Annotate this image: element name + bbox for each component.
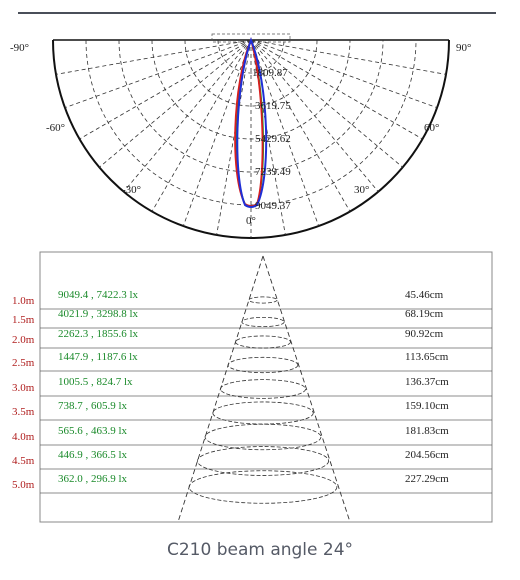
polar-radial xyxy=(250,39,351,212)
caption: C210 beam angle 24° xyxy=(166,540,354,560)
polar-radial xyxy=(182,39,252,227)
lux-label: 1447.9 , 1187.6 lx xyxy=(58,351,138,363)
beam-rows: 1.0m 9049.4 , 7422.3 lx 45.46cm 1.5m 4021.9 … xyxy=(12,289,492,494)
beam-frame xyxy=(39,251,493,523)
angle-label-minus90: -90° xyxy=(10,42,29,54)
beam-ellipse xyxy=(220,379,306,399)
polar-grid xyxy=(52,33,450,239)
diameter-label: 68.19cm xyxy=(405,308,444,320)
angle-label-0: 0° xyxy=(246,215,256,227)
cone-edge-left xyxy=(177,255,264,523)
diameter-label: 90.92cm xyxy=(405,328,444,340)
beam-ellipse xyxy=(204,423,322,451)
diameter-label: 113.65cm xyxy=(405,351,449,363)
polar-radial xyxy=(151,39,252,212)
diameter-label: 227.29cm xyxy=(405,473,449,485)
beam-ellipse xyxy=(196,446,329,476)
polar-ring xyxy=(184,39,318,107)
distance-label: 1.0m xyxy=(12,295,35,307)
intensity-label-3: 5429.62 xyxy=(255,133,291,145)
diameter-label: 136.37cm xyxy=(405,376,449,388)
distance-label: 5.0m xyxy=(12,479,35,491)
beam-ellipse xyxy=(227,356,299,374)
intensity-label-1: 1809.87 xyxy=(252,67,288,79)
polar-diagram: -90° 90° -60° 60° -30° 30° 0° 1809.87 36… xyxy=(10,33,471,239)
intensity-label-2: 3619.75 xyxy=(255,100,291,112)
header-rule xyxy=(18,12,496,14)
diameter-label: 181.83cm xyxy=(405,425,449,437)
cone-edge-right xyxy=(262,255,351,523)
distance-label: 2.0m xyxy=(12,334,35,346)
lux-label: 2262.3 , 1855.6 lx xyxy=(58,328,139,340)
intensity-label-4: 7239.49 xyxy=(255,166,291,178)
beam-ellipse xyxy=(241,316,285,328)
intensity-label-5: 9049.37 xyxy=(255,200,291,212)
beam-cone xyxy=(177,255,351,523)
lux-label: 362.0 , 296.9 lx xyxy=(58,473,128,485)
lux-label: 565.6 , 463.9 lx xyxy=(58,425,128,437)
beam-ellipse xyxy=(212,401,314,425)
beam-ellipse xyxy=(188,470,338,504)
diameter-label: 159.10cm xyxy=(405,400,449,412)
distance-label: 2.5m xyxy=(12,357,35,369)
polar-radial xyxy=(123,39,252,192)
polar-curve-blue xyxy=(236,37,268,208)
polar-curve-red xyxy=(234,37,264,207)
angle-label-minus30: -30° xyxy=(122,184,141,196)
angle-label-minus60: -60° xyxy=(46,122,65,134)
distance-label: 3.5m xyxy=(12,406,35,418)
distance-label: 4.0m xyxy=(12,431,35,443)
angle-label-60: 60° xyxy=(424,122,439,134)
diameter-label: 204.56cm xyxy=(405,449,449,461)
distance-label: 3.0m xyxy=(12,382,35,394)
polar-radial xyxy=(250,39,423,140)
lux-label: 9049.4 , 7422.3 lx xyxy=(58,289,139,301)
polar-radial xyxy=(250,39,379,192)
polar-ring xyxy=(217,39,285,74)
polar-radial xyxy=(64,39,252,109)
angle-label-30: 30° xyxy=(354,184,369,196)
polar-ring xyxy=(118,39,384,173)
beam-ellipse xyxy=(235,335,291,349)
polar-radial xyxy=(250,39,447,75)
beam-diagram: 1.0m 9049.4 , 7422.3 lx 45.46cm 1.5m 4021.9 … xyxy=(12,251,493,523)
polar-radial xyxy=(250,39,286,236)
distance-label: 1.5m xyxy=(12,314,35,326)
polar-radial xyxy=(250,39,438,109)
polar-radial xyxy=(216,39,252,236)
angle-label-90: 90° xyxy=(456,42,471,54)
lux-label: 738.7 , 605.9 lx xyxy=(58,400,128,412)
polar-radial xyxy=(79,39,252,140)
polar-radial xyxy=(250,39,403,168)
polar-curves xyxy=(234,37,268,208)
lux-label: 446.9 , 366.5 lx xyxy=(58,449,128,461)
polar-radial xyxy=(99,39,252,168)
lux-label: 1005.5 , 824.7 lx xyxy=(58,376,133,388)
polar-radial xyxy=(250,39,320,227)
lux-label: 4021.9 , 3298.8 lx xyxy=(58,308,139,320)
distance-label: 4.5m xyxy=(12,455,35,467)
polar-radial xyxy=(55,39,252,75)
beam-ellipse xyxy=(248,296,278,304)
diameter-label: 45.46cm xyxy=(405,289,444,301)
